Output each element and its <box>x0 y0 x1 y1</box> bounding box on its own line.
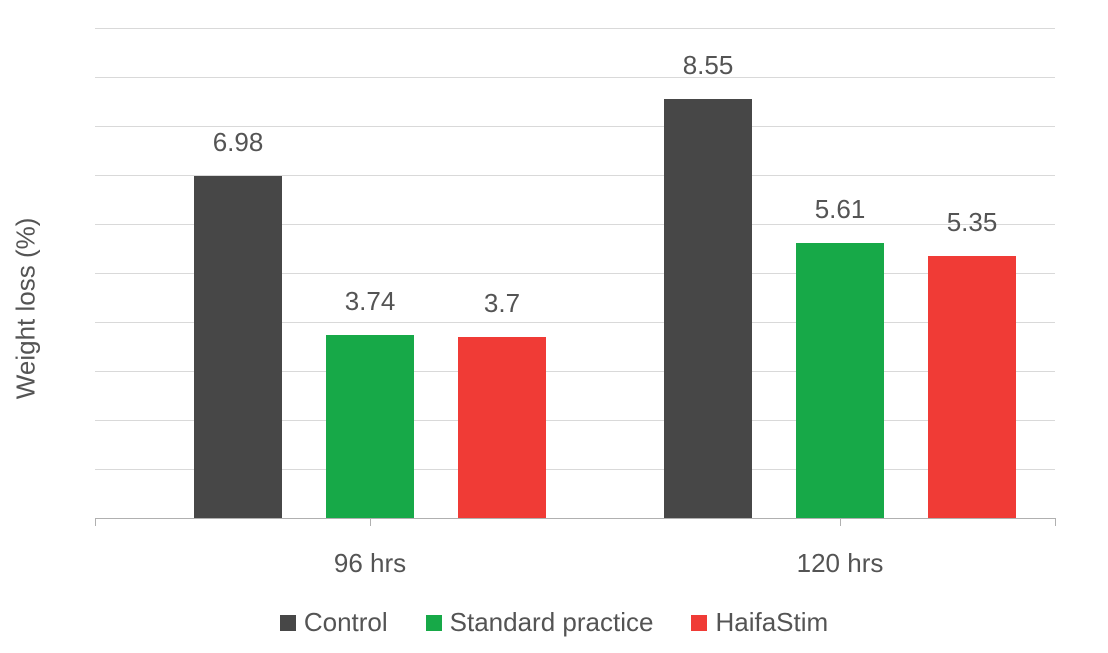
bar-value-label: 6.98 <box>158 127 318 158</box>
bar-c96-haifa <box>458 337 546 518</box>
bar-value-label: 5.35 <box>892 207 1052 238</box>
gridline <box>95 518 1055 519</box>
bar-value-label: 3.7 <box>422 288 582 319</box>
legend-swatch-icon <box>280 615 296 631</box>
bar-c96-standard <box>326 335 414 518</box>
weight-loss-chart: Weight loss (%) 6.983.743.796 hrs8.555.6… <box>0 0 1108 653</box>
bar-c120-control <box>664 99 752 518</box>
legend-label: Control <box>304 607 388 638</box>
x-tick <box>840 518 841 526</box>
legend-label: Standard practice <box>450 607 654 638</box>
bar-c96-control <box>194 176 282 518</box>
x-tick <box>95 518 96 526</box>
legend-item-control: Control <box>280 607 388 638</box>
legend-label: HaifaStim <box>715 607 828 638</box>
y-axis-label: Weight loss (%) <box>11 217 42 399</box>
x-tick <box>1055 518 1056 526</box>
plot-area: 6.983.743.796 hrs8.555.615.35120 hrs <box>95 28 1055 518</box>
gridline <box>95 28 1055 29</box>
legend-swatch-icon <box>691 615 707 631</box>
category-label: 120 hrs <box>797 548 884 579</box>
gridline <box>95 77 1055 78</box>
legend: Control Standard practice HaifaStim <box>0 607 1108 638</box>
bar-c120-standard <box>796 243 884 518</box>
legend-item-haifa: HaifaStim <box>691 607 828 638</box>
x-tick <box>370 518 371 526</box>
category-label: 96 hrs <box>334 548 406 579</box>
legend-item-standard: Standard practice <box>426 607 654 638</box>
bar-value-label: 8.55 <box>628 50 788 81</box>
legend-swatch-icon <box>426 615 442 631</box>
bar-c120-haifa <box>928 256 1016 518</box>
